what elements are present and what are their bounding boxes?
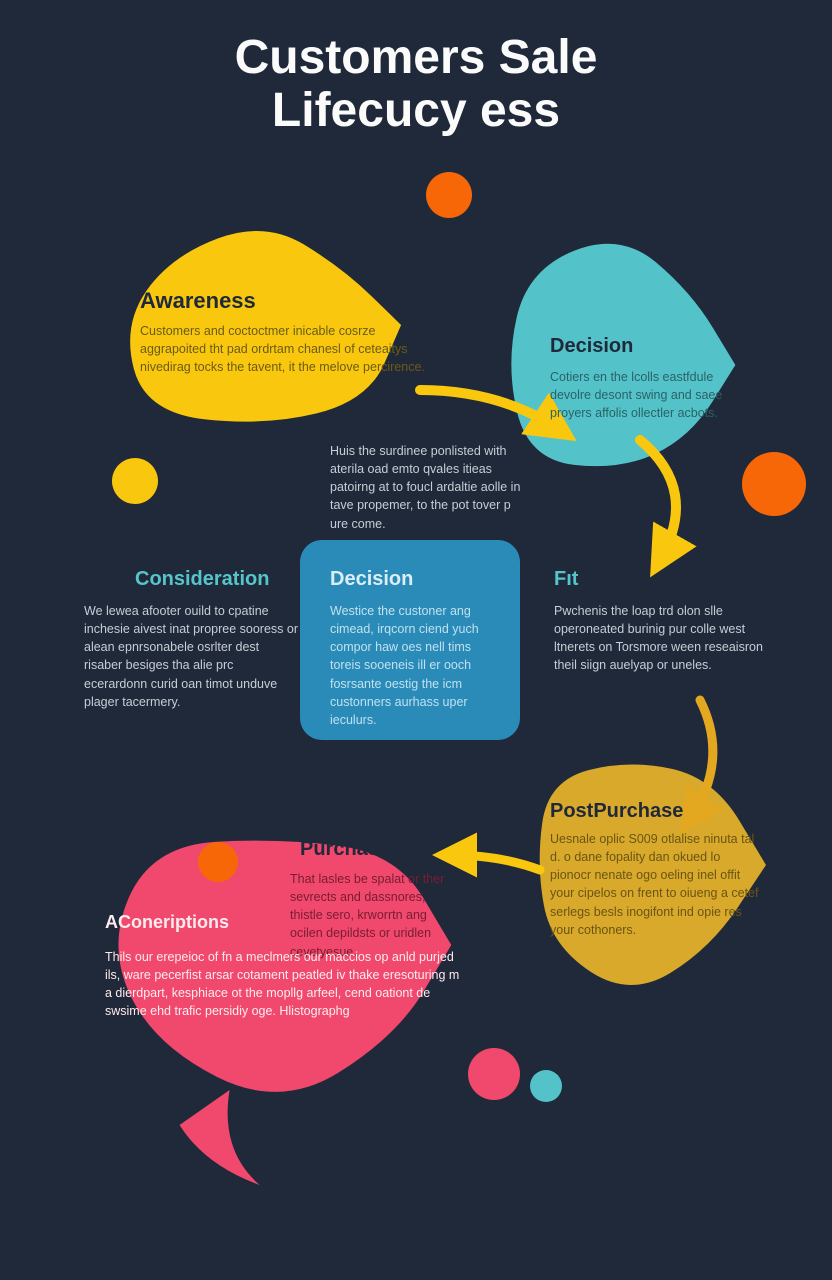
decision_teal-body: Cotiers en the lcolls eastfdule devolre … (550, 368, 750, 422)
flow-arrow-3 (450, 855, 540, 870)
decor-circle-1 (112, 458, 158, 504)
awareness-title: Awareness (140, 288, 256, 314)
decor-circle-4 (468, 1048, 520, 1100)
decor-circle-3 (198, 842, 238, 882)
fit-body: Pwchenis the loap trd olon slle operonea… (554, 602, 769, 675)
decision_blue-title: Decision (330, 568, 413, 591)
decor-circle-0 (426, 172, 472, 218)
fit-title: Fıt (554, 568, 578, 591)
awareness-body: Customers and coctoctmer inicable cosrze… (140, 322, 430, 376)
purchase_pink-subtitle: AConeriptions (105, 912, 229, 933)
consideration-title: Consideration (135, 568, 269, 591)
flow-arrow-1 (640, 440, 676, 560)
awareness-below-body: Huis the surdinee ponlisted with aterila… (330, 442, 530, 533)
postpurchase-title: PostPurchase (550, 800, 683, 823)
decision_blue-body: Westice the custoner ang cimead, irqcorn… (330, 602, 505, 729)
decision_teal-title: Decision (550, 335, 633, 358)
postpurchase-body: Uesnale oplic S009 otlalise ninuta tal d… (550, 830, 760, 939)
decor-circle-2 (742, 452, 806, 516)
purchase_pink-subbody: Thils our erepeioc of fn a meclmers our … (105, 948, 460, 1021)
purchase_pink-title: Purchase (300, 838, 390, 861)
consideration-body: We lewea afooter ouild to cpatine inches… (84, 602, 299, 711)
decor-circle-5 (530, 1070, 562, 1102)
purchase-speech-tail (180, 1090, 260, 1185)
